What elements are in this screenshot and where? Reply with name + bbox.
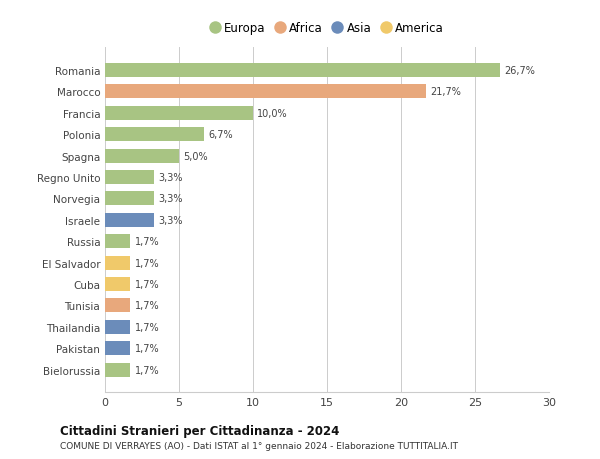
Text: 1,7%: 1,7%: [134, 280, 159, 289]
Text: 21,7%: 21,7%: [431, 87, 461, 97]
Text: COMUNE DI VERRAYES (AO) - Dati ISTAT al 1° gennaio 2024 - Elaborazione TUTTITALI: COMUNE DI VERRAYES (AO) - Dati ISTAT al …: [60, 441, 458, 450]
Bar: [105, 341, 130, 355]
Bar: [105, 85, 426, 99]
Text: 5,0%: 5,0%: [184, 151, 208, 161]
Text: 6,7%: 6,7%: [209, 130, 233, 140]
Bar: [105, 235, 130, 249]
Text: 1,7%: 1,7%: [134, 237, 159, 246]
Bar: [105, 320, 130, 334]
Bar: [105, 106, 253, 120]
Text: 3,3%: 3,3%: [158, 194, 183, 204]
Bar: [105, 213, 154, 227]
Bar: [105, 149, 179, 163]
Text: 1,7%: 1,7%: [134, 343, 159, 353]
Text: 1,7%: 1,7%: [134, 258, 159, 268]
Bar: [105, 299, 130, 313]
Text: 1,7%: 1,7%: [134, 322, 159, 332]
Text: 1,7%: 1,7%: [134, 365, 159, 375]
Text: 3,3%: 3,3%: [158, 215, 183, 225]
Text: 1,7%: 1,7%: [134, 301, 159, 311]
Text: 26,7%: 26,7%: [505, 66, 535, 76]
Bar: [105, 256, 130, 270]
Legend: Europa, Africa, Asia, America: Europa, Africa, Asia, America: [208, 20, 446, 37]
Text: 3,3%: 3,3%: [158, 173, 183, 183]
Bar: [105, 277, 130, 291]
Bar: [105, 363, 130, 377]
Bar: [105, 171, 154, 185]
Bar: [105, 192, 154, 206]
Bar: [105, 64, 500, 78]
Text: 10,0%: 10,0%: [257, 108, 288, 118]
Text: Cittadini Stranieri per Cittadinanza - 2024: Cittadini Stranieri per Cittadinanza - 2…: [60, 425, 340, 437]
Bar: [105, 128, 204, 142]
